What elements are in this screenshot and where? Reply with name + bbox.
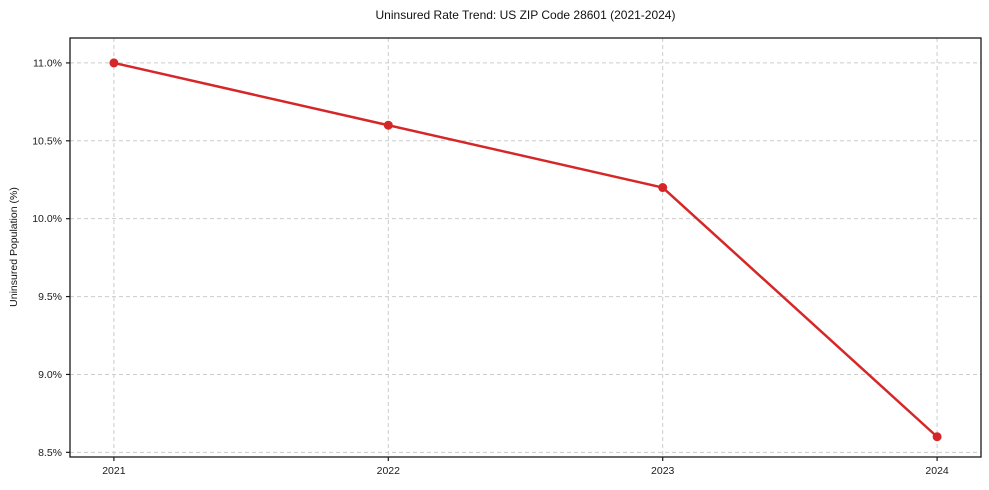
data-point bbox=[932, 432, 942, 442]
chart-title: Uninsured Rate Trend: US ZIP Code 28601 … bbox=[375, 8, 676, 22]
data-point bbox=[658, 183, 668, 193]
x-tick-label: 2023 bbox=[651, 465, 675, 477]
y-tick-label: 8.5% bbox=[38, 447, 62, 459]
data-point bbox=[383, 120, 393, 130]
y-tick-label: 10.5% bbox=[32, 135, 62, 147]
y-tick-label: 9.5% bbox=[38, 291, 62, 303]
data-point bbox=[109, 58, 119, 68]
x-tick-label: 2021 bbox=[102, 465, 126, 477]
y-tick-label: 10.0% bbox=[32, 213, 62, 225]
y-tick-label: 9.0% bbox=[38, 369, 62, 381]
x-tick-label: 2024 bbox=[925, 465, 949, 477]
trend-line bbox=[112, 61, 939, 439]
plot-border bbox=[69, 37, 982, 458]
x-tick-label: 2022 bbox=[377, 465, 401, 477]
y-tick-label: 11.0% bbox=[33, 57, 62, 69]
